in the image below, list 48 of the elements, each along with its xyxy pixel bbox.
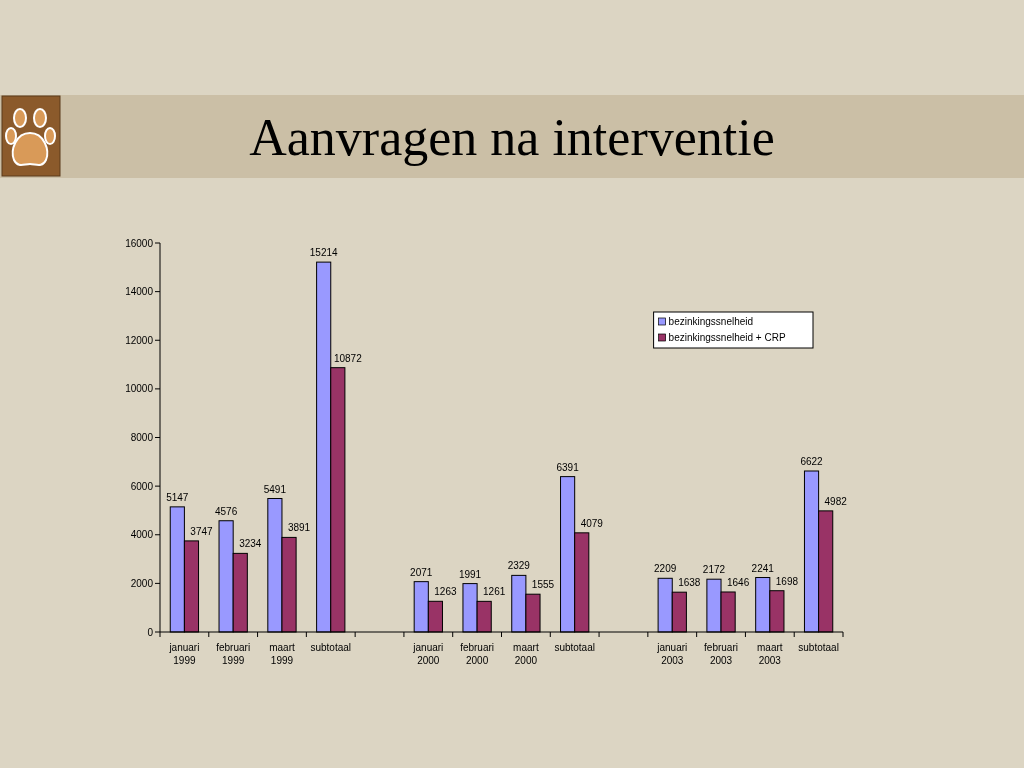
data-label: 15214 [309, 247, 339, 259]
x-tick-label: maart 1999 [269, 642, 295, 666]
data-label: 1646 [726, 576, 750, 588]
data-label: 2329 [507, 560, 531, 572]
y-tick-label: 10000 [125, 383, 154, 395]
x-tick-label: subtotaal [310, 642, 352, 653]
legend-label: bezinkingssnelheid [668, 316, 754, 327]
data-label: 3891 [287, 522, 311, 534]
x-tick-label: maart 2003 [757, 642, 783, 666]
y-tick-label: 2000 [130, 577, 154, 589]
data-label: 4079 [580, 517, 604, 529]
data-label: 1698 [775, 575, 799, 587]
data-label: 2209 [654, 563, 677, 575]
y-tick-label: 0 [147, 626, 154, 638]
data-label: 3747 [190, 525, 214, 537]
data-label: 1261 [483, 586, 506, 598]
data-label: 2172 [702, 564, 726, 576]
x-tick-label: januari 1999 [168, 642, 200, 666]
data-label: 10872 [333, 352, 363, 364]
data-label: 2071 [410, 566, 433, 578]
data-label: 6391 [556, 461, 580, 473]
x-tick-label: subtotaal [554, 642, 595, 653]
data-label: 4576 [214, 505, 238, 517]
data-label: 6622 [800, 456, 824, 467]
data-label: 2241 [751, 562, 775, 574]
x-tick-label: maart 2000 [513, 642, 539, 666]
legend-label: bezinkingssnelheid + CRP [668, 332, 786, 343]
data-label: 3234 [239, 538, 262, 550]
data-label: 1555 [531, 579, 555, 591]
x-tick-label: januari 2003 [656, 642, 688, 666]
x-tick-label: februari 2000 [460, 642, 495, 666]
data-label: 4982 [824, 495, 848, 507]
x-tick-label: subtotaal [798, 642, 839, 653]
data-label: 5491 [263, 483, 287, 495]
y-tick-label: 14000 [125, 286, 154, 298]
data-label: 1991 [458, 568, 482, 580]
data-label: 5147 [166, 491, 189, 503]
y-tick-label: 4000 [130, 529, 154, 541]
y-tick-label: 12000 [125, 334, 154, 346]
data-label: 1638 [678, 577, 701, 589]
y-tick-label: 6000 [130, 480, 154, 492]
data-label: 1263 [434, 586, 457, 598]
x-tick-label: februari 2003 [704, 642, 738, 666]
y-tick-label: 16000 [125, 237, 154, 249]
chart-title: Aanvragen na interventie [249, 109, 775, 166]
x-tick-label: februari 1999 [216, 642, 251, 666]
y-tick-label: 8000 [130, 432, 154, 443]
x-tick-label: januari 2000 [412, 642, 444, 666]
